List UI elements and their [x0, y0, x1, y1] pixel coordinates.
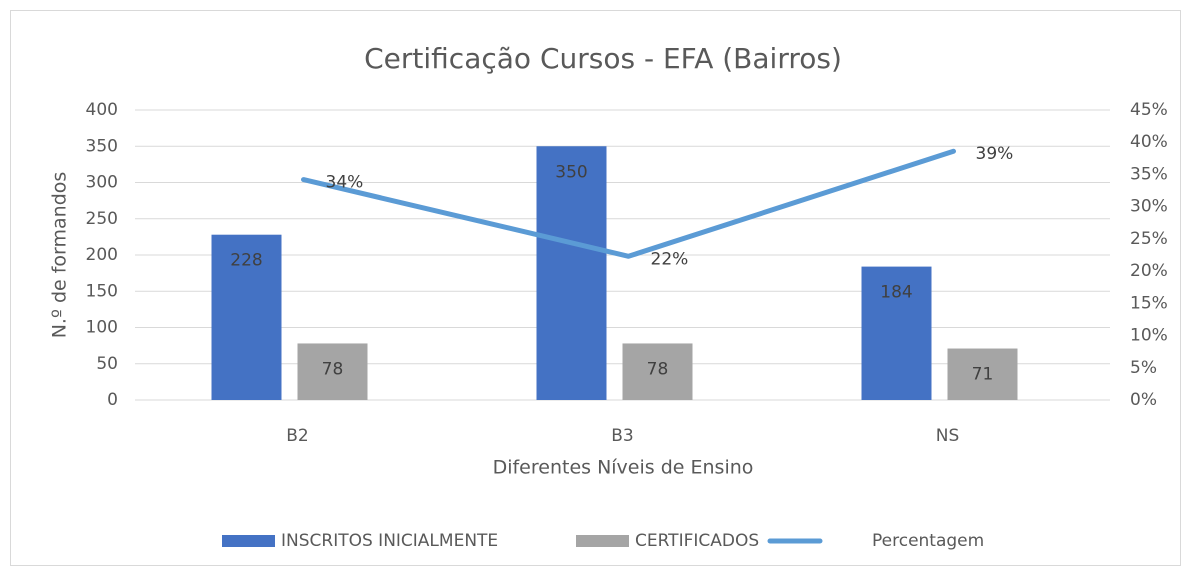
y2-tick-label: 25% — [1130, 229, 1168, 249]
y2-tick-label: 15% — [1130, 293, 1168, 313]
y-tick-label: 50 — [96, 354, 118, 374]
chart-title: Certificação Cursos - EFA (Bairros) — [364, 42, 842, 75]
y2-tick-label: 10% — [1130, 326, 1168, 346]
bar — [861, 266, 932, 400]
y-tick-label: 350 — [86, 136, 118, 156]
bar — [297, 343, 368, 400]
y2-tick-label: 40% — [1130, 132, 1168, 152]
line-value-label: 39% — [976, 144, 1014, 164]
x-tick-label: B3 — [611, 426, 633, 446]
line-value-label: 22% — [651, 249, 689, 269]
y-tick-label: 0 — [107, 390, 118, 410]
bar-value-label: 350 — [555, 162, 587, 182]
y2-tick-label: 30% — [1130, 197, 1168, 217]
y-tick-label: 100 — [86, 318, 118, 338]
legend-swatch — [576, 535, 629, 547]
line-value-label: 34% — [326, 173, 364, 193]
y2-tick-label: 5% — [1130, 358, 1157, 378]
bar — [536, 146, 607, 400]
legend-swatch — [222, 535, 275, 547]
y-tick-label: 400 — [86, 100, 118, 120]
legend-label: CERTIFICADOS — [635, 531, 759, 551]
bar — [211, 234, 282, 400]
bar-value-label: 78 — [647, 359, 669, 379]
x-axis-title: Diferentes Níveis de Ensino — [493, 457, 754, 479]
y-axis-title: N.º de formandos — [49, 172, 71, 339]
y2-tick-label: 35% — [1130, 164, 1168, 184]
x-tick-label: NS — [936, 426, 960, 446]
y2-tick-label: 20% — [1130, 261, 1168, 281]
legend-label: Percentagem — [872, 531, 984, 551]
bar-value-label: 184 — [880, 283, 912, 303]
legend-label: INSCRITOS INICIALMENTE — [281, 531, 498, 551]
y2-tick-label: 0% — [1130, 390, 1157, 410]
bar-value-label: 71 — [972, 365, 994, 385]
bar-value-label: 228 — [230, 251, 262, 271]
x-tick-label: B2 — [286, 426, 308, 446]
line-series — [301, 148, 956, 259]
bar-value-label: 78 — [322, 359, 344, 379]
bar — [947, 348, 1018, 400]
y-tick-label: 250 — [86, 209, 118, 229]
y-tick-label: 300 — [86, 173, 118, 193]
y2-tick-label: 45% — [1130, 100, 1168, 120]
y-tick-label: 150 — [86, 281, 118, 301]
y-tick-label: 200 — [86, 245, 118, 265]
bar — [622, 343, 693, 400]
